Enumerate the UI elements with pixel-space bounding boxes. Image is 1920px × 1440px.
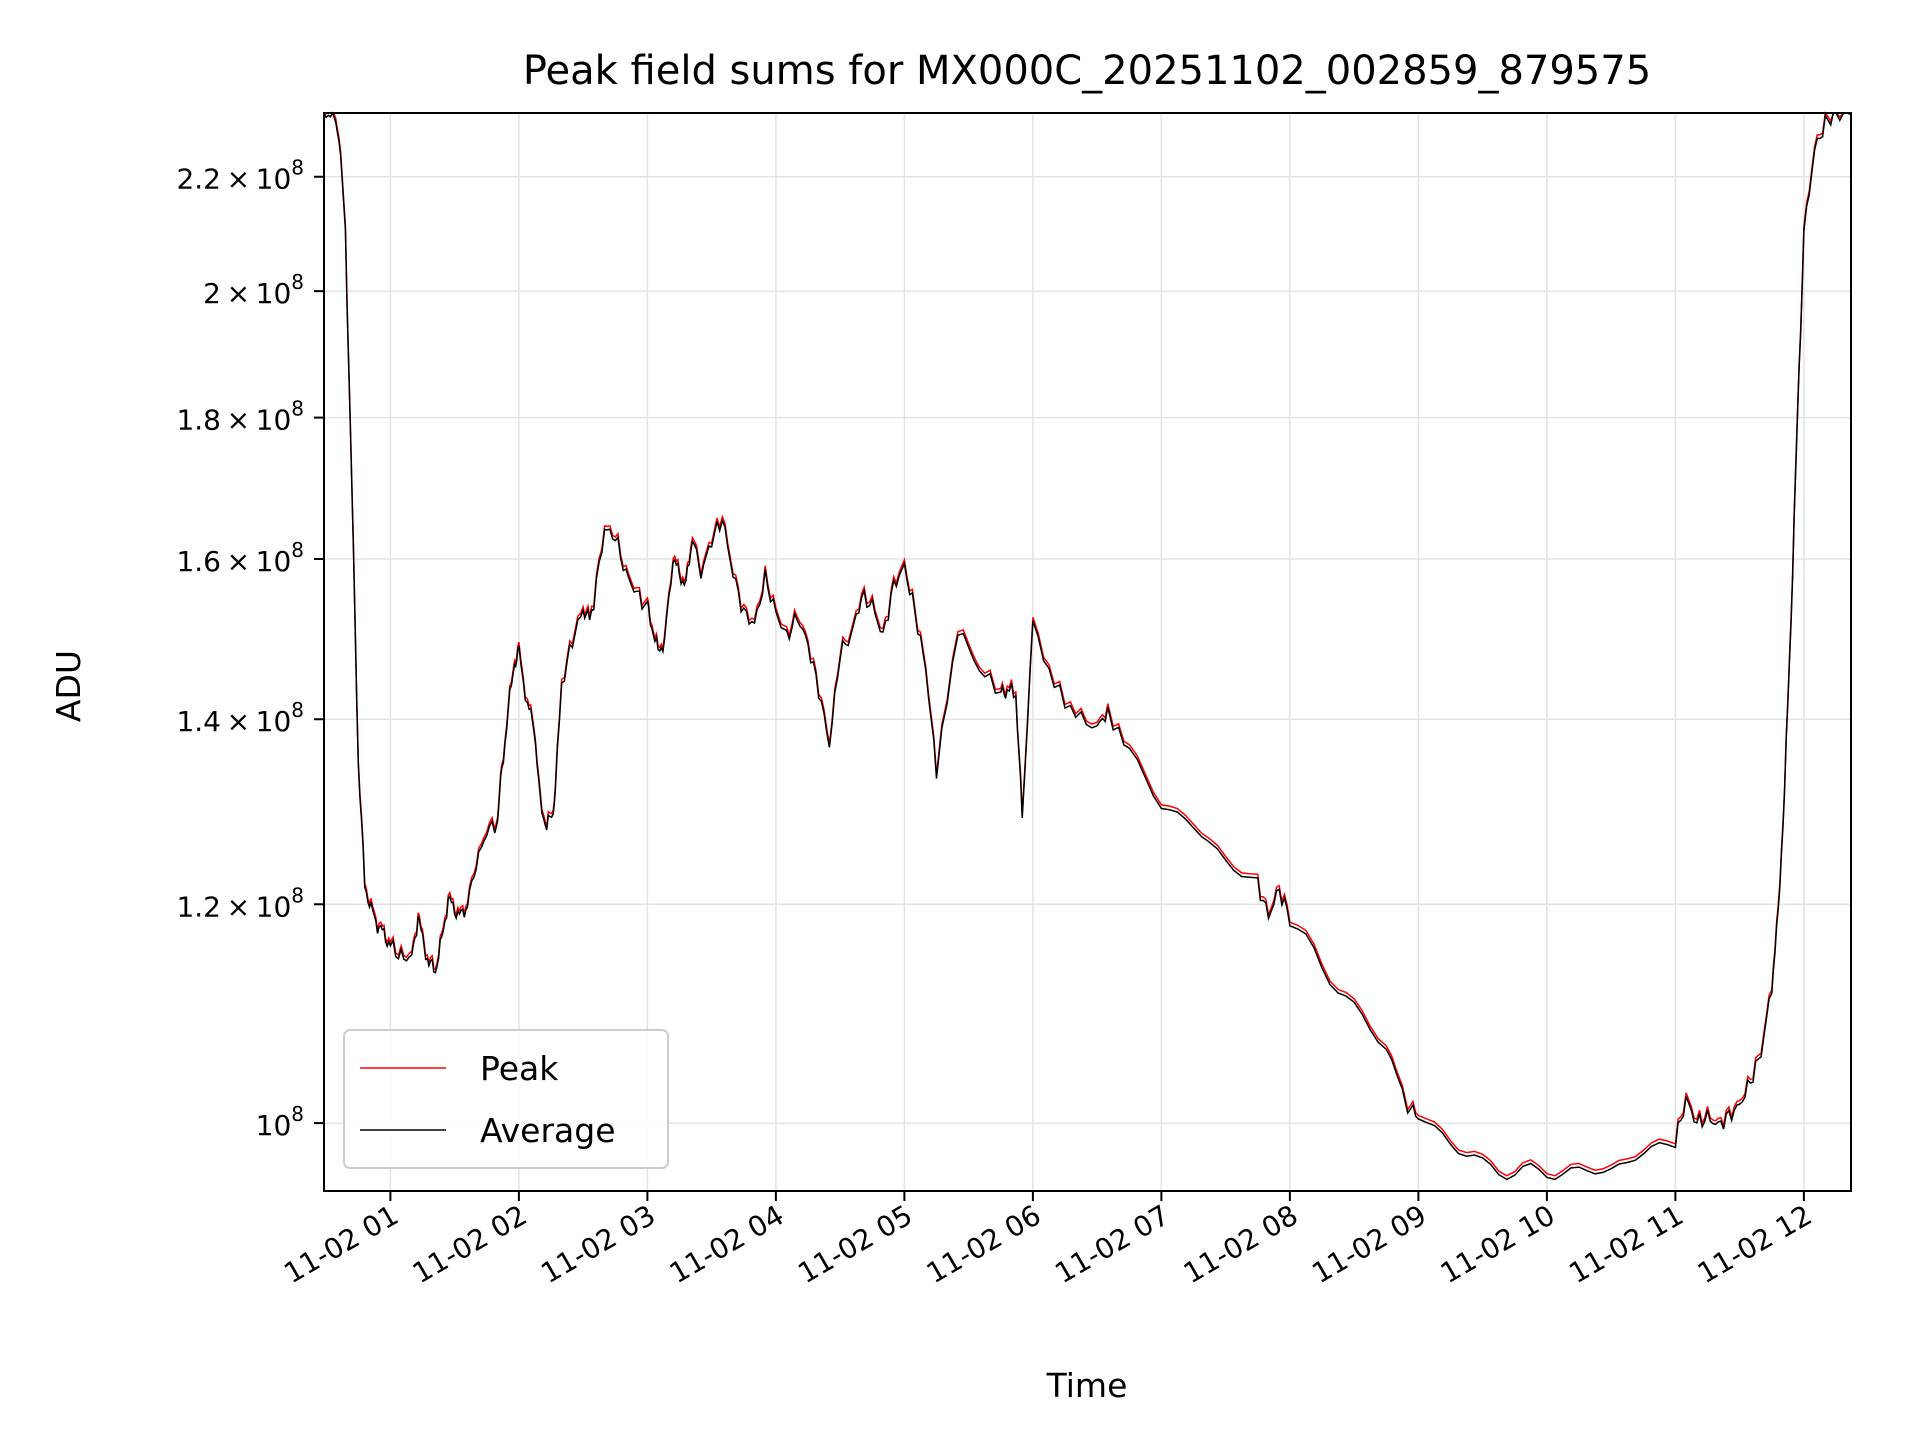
plot-area <box>323 111 1852 1181</box>
x-axis: 11-02 01 11-02 02 11-02 03 11-02 04 11-02 05… <box>278 1191 1817 1290</box>
y-tick-exponent: 8 <box>291 883 304 907</box>
y-tick-label: 2 × 108 <box>203 270 304 310</box>
y-tick-label: 1.6 × 108 <box>176 538 304 578</box>
y-tick-mantissa: 1.4 × 10 <box>176 705 291 738</box>
y-tick-mantissa: 1.6 × 10 <box>176 545 291 578</box>
y-tick-exponent: 8 <box>291 270 304 294</box>
x-axis-title: Time <box>1046 1366 1128 1405</box>
y-tick-mantissa: 1.2 × 10 <box>176 890 291 923</box>
series-peak-line <box>323 111 1851 1177</box>
x-tick-label: 11-02 01 <box>278 1198 404 1290</box>
x-tick-label: 11-02 02 <box>407 1198 533 1290</box>
y-tick-label: 1.8 × 108 <box>176 397 304 437</box>
x-tick-label: 11-02 08 <box>1178 1198 1304 1290</box>
y-tick-exponent: 8 <box>291 156 304 180</box>
y-axis-title: ADU <box>49 650 88 722</box>
legend-peak-label: Peak <box>480 1049 559 1088</box>
y-tick-mantissa: 1.8 × 10 <box>176 404 291 437</box>
y-tick-mantissa: 10 <box>256 1109 292 1142</box>
y-tick-exponent: 8 <box>291 698 304 722</box>
x-tick-label: 11-02 11 <box>1563 1198 1689 1290</box>
x-tick-label: 11-02 04 <box>664 1198 790 1290</box>
x-tick-label: 11-02 06 <box>921 1198 1047 1290</box>
plot-frame <box>323 112 1852 1192</box>
y-tick-label: 108 <box>256 1102 304 1142</box>
y-tick-mantissa: 2.2 × 10 <box>176 163 291 196</box>
y-tick-mantissa: 2 × 10 <box>203 277 291 310</box>
legend: Peak Average <box>343 1029 669 1169</box>
y-tick-exponent: 8 <box>291 538 304 562</box>
y-tick-label: 1.2 × 108 <box>176 883 304 923</box>
x-tick-label: 11-02 09 <box>1306 1198 1432 1290</box>
x-tick-label: 11-02 07 <box>1049 1198 1175 1290</box>
grid <box>324 113 1851 1191</box>
legend-box <box>343 1029 669 1169</box>
y-tick-exponent: 8 <box>291 397 304 421</box>
legend-average-label: Average <box>480 1111 616 1150</box>
y-tick-exponent: 8 <box>291 1102 304 1126</box>
x-tick-label: 11-02 12 <box>1692 1198 1818 1290</box>
x-tick-label: 11-02 05 <box>792 1198 918 1290</box>
chart-title: Peak field sums for MX000C_20251102_0028… <box>523 48 1651 94</box>
y-tick-label: 1.4 × 108 <box>176 698 304 738</box>
x-tick-label: 11-02 10 <box>1435 1198 1561 1290</box>
series-average-line <box>323 111 1852 1181</box>
y-tick-label: 2.2 × 108 <box>176 156 304 196</box>
x-tick-label: 11-02 03 <box>535 1198 661 1290</box>
